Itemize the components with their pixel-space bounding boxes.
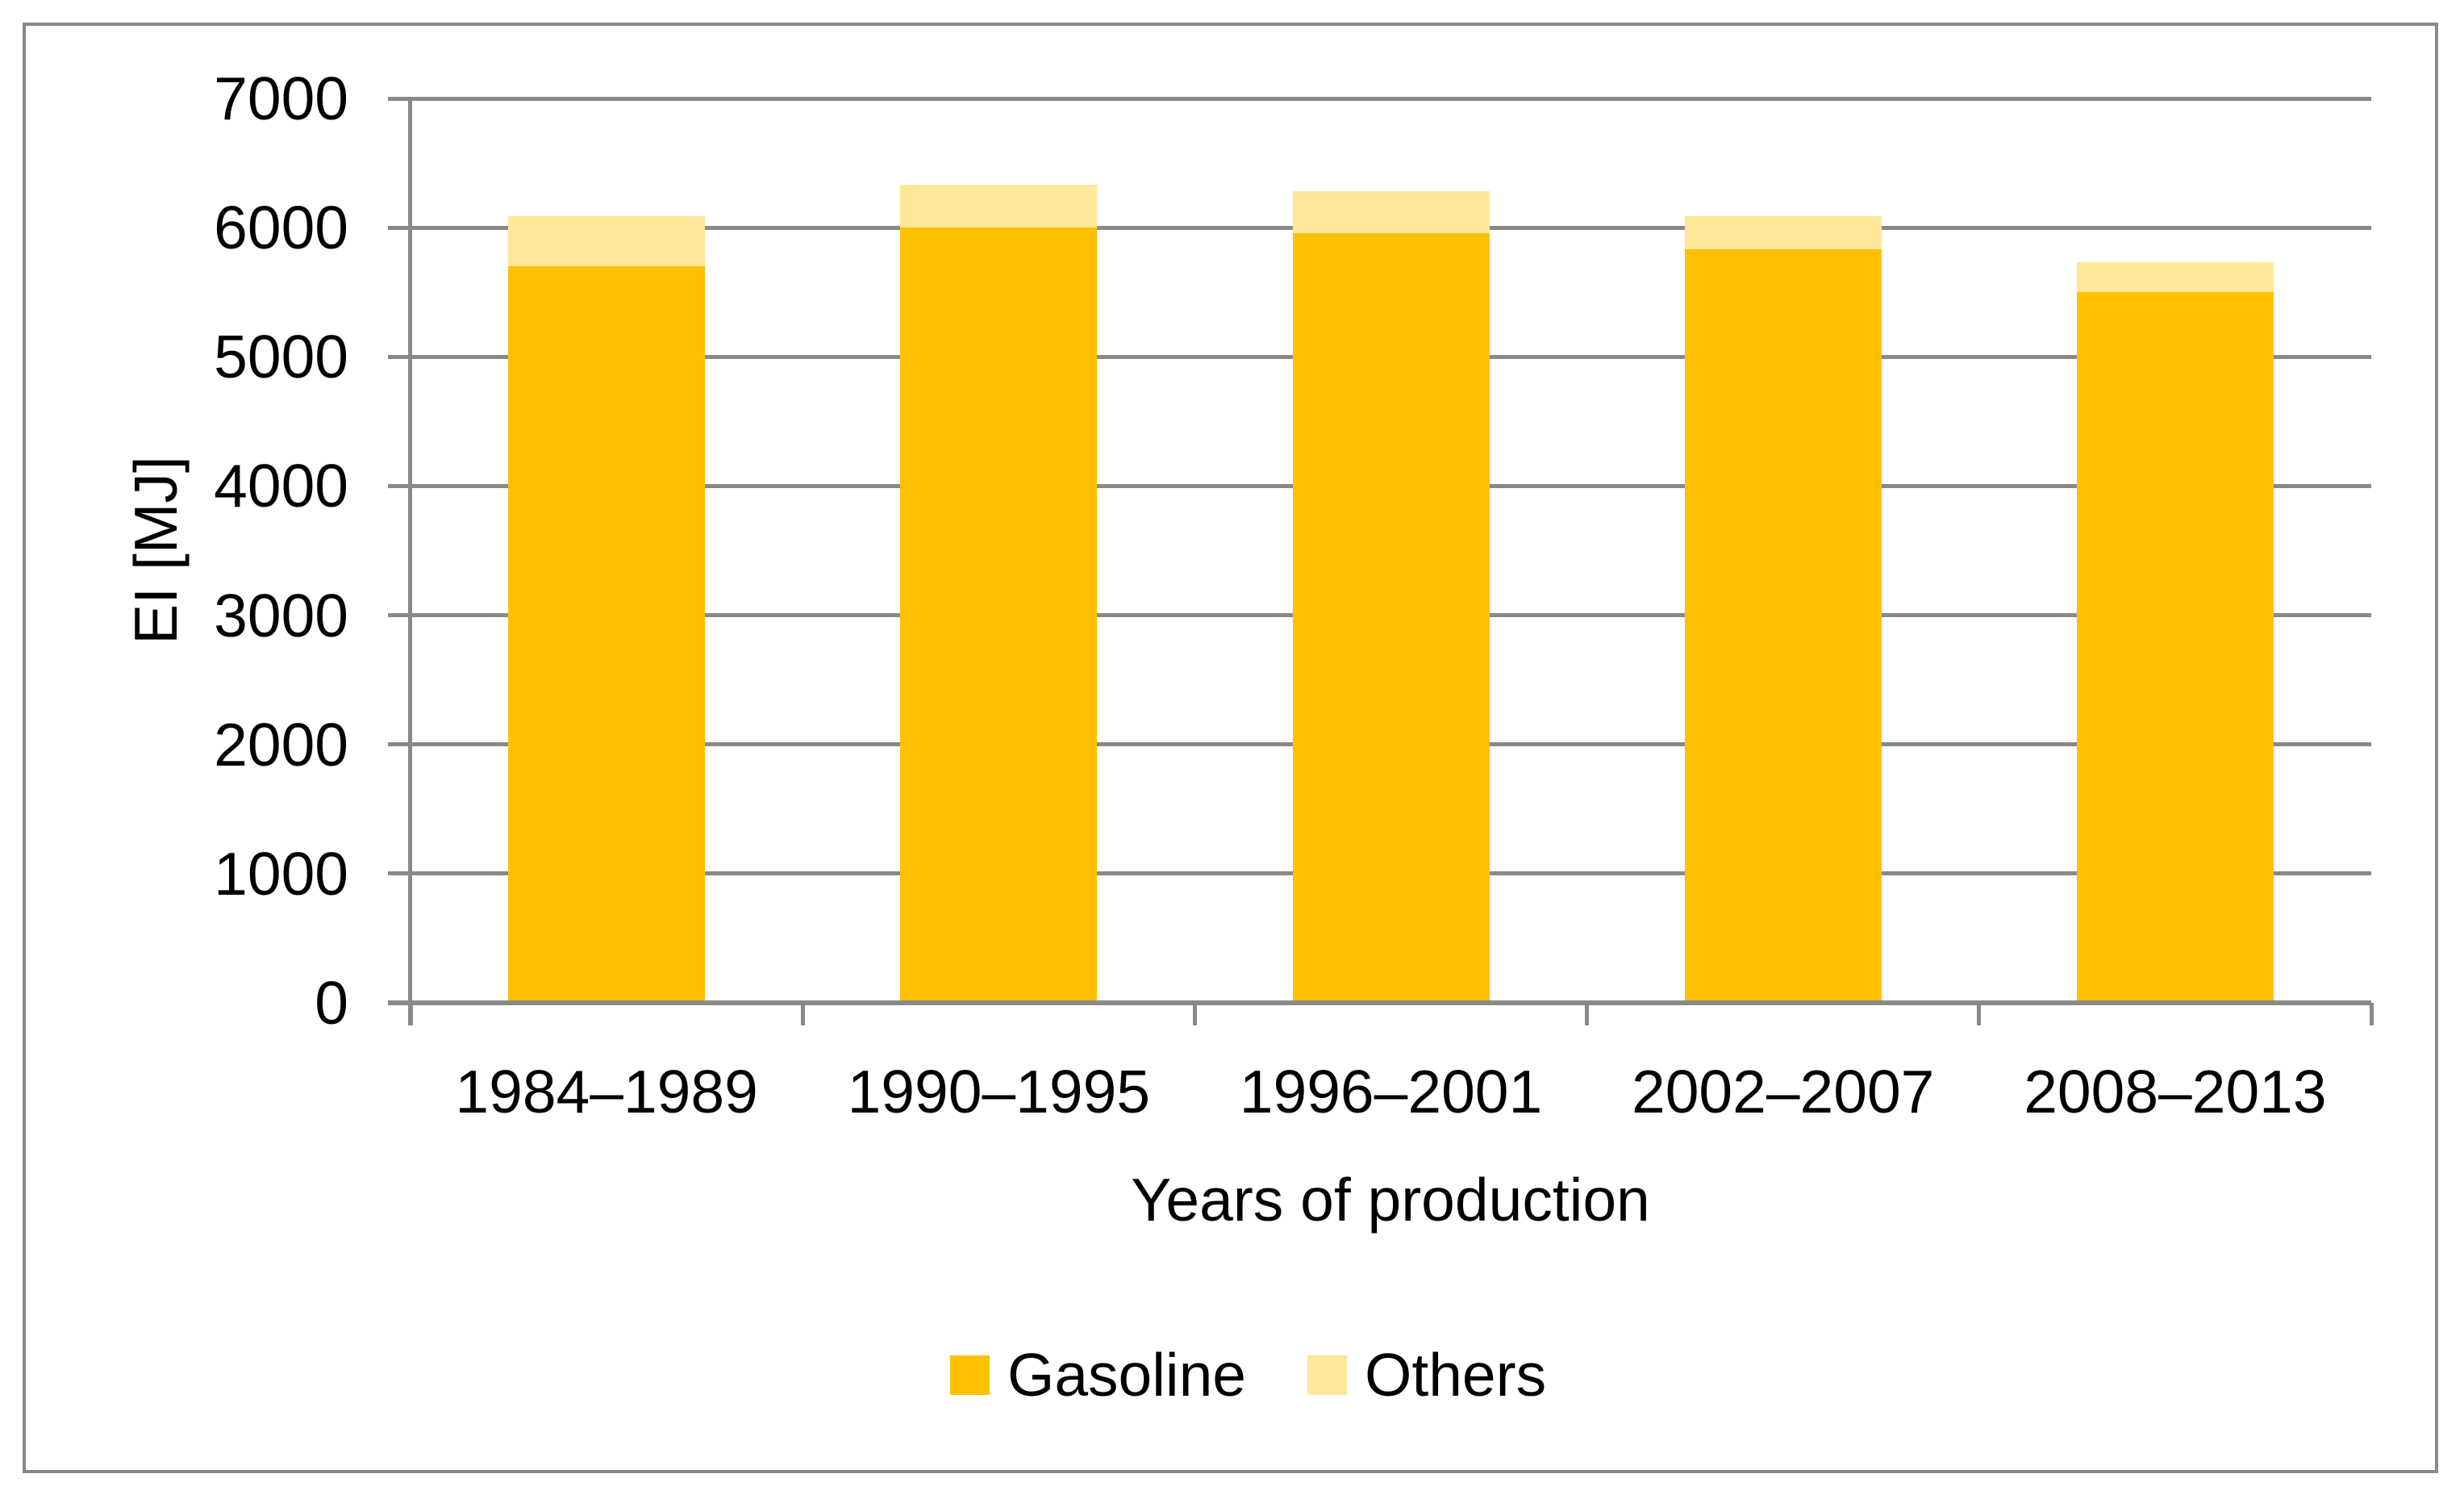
x-axis-title: Years of production [1131,1166,1650,1234]
legend: Gasoline Others [950,1341,1607,1409]
x-category-label: 1984–1989 [455,1058,758,1125]
y-tick-label: 5000 [214,323,348,391]
y-tick-label: 6000 [214,194,348,262]
x-category-label: 1990–1995 [847,1058,1150,1125]
bar-segment-others [1684,215,1882,250]
y-tick-label: 2000 [214,710,348,779]
y-axis-tick [388,354,411,359]
legend-label-gasoline: Gasoline [1007,1341,1247,1409]
y-axis-tick [388,483,411,488]
x-axis-tick [1585,1003,1590,1025]
bar-segment-gasoline [1292,232,1490,1003]
legend-swatch-gasoline [950,1355,990,1395]
bar-segment-others [1292,191,1490,233]
legend-label-others: Others [1365,1341,1547,1409]
x-category-label: 2008–2013 [2024,1058,2327,1125]
y-axis-line [408,98,412,1025]
chart-border [23,23,2438,1473]
x-axis-line [388,1000,2371,1005]
y-axis-tick [388,96,411,101]
legend-swatch-others [1307,1355,1348,1395]
bar-segment-gasoline [2076,292,2274,1003]
bar-segment-gasoline [900,228,1098,1003]
x-axis-tick [2369,1003,2374,1025]
y-axis-tick [388,742,411,747]
bar-segment-others [2076,262,2274,293]
y-tick-label: 3000 [214,581,348,649]
x-category-label: 2002–2007 [1631,1058,1935,1125]
y-tick-label: 1000 [214,839,348,908]
y-tick-label: 0 [315,969,348,1037]
y-axis-tick [388,871,411,876]
bar-segment-others [900,185,1098,228]
y-tick-label: 7000 [214,65,348,132]
x-axis-tick [1977,1003,1982,1025]
bar-segment-others [508,215,706,267]
x-category-label: 1996–2001 [1239,1058,1543,1125]
x-axis-tick [408,1003,413,1025]
y-tick-label: 4000 [214,452,348,520]
y-axis-tick [388,225,411,230]
bar-segment-gasoline [1684,249,1882,1003]
bar-segment-gasoline [508,266,706,1003]
x-axis-tick [800,1003,805,1025]
x-axis-tick [1192,1003,1197,1025]
gridline [411,96,2371,101]
y-axis-tick [388,1000,411,1005]
y-axis-tick [388,613,411,618]
